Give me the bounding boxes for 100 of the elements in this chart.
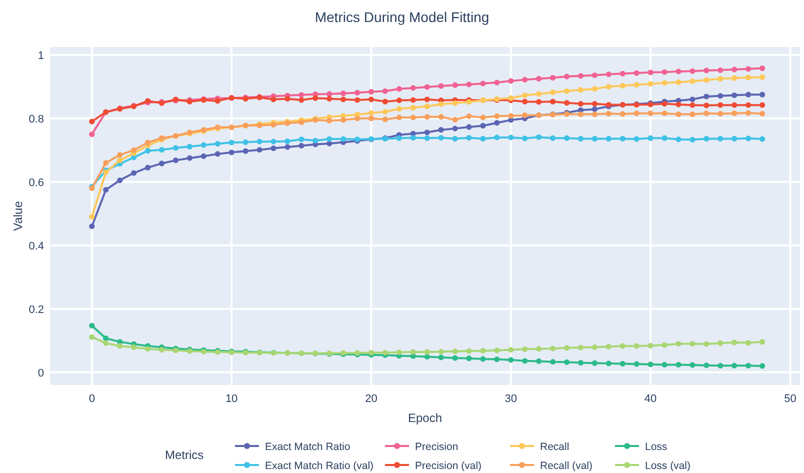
point [592,72,598,78]
point [578,136,584,142]
point [662,80,668,86]
point [298,92,304,98]
point [718,136,724,142]
point [89,334,95,340]
point [578,101,584,107]
point [172,158,178,164]
point [648,70,654,76]
point [648,81,654,87]
point [117,152,123,158]
point [676,340,682,347]
point [634,343,640,349]
point [522,346,528,352]
point [340,117,346,123]
point [578,73,584,79]
x-tick-label: 30 [504,393,518,405]
point [550,346,556,352]
point [396,135,402,141]
point [508,95,514,101]
point [270,122,276,128]
point [284,96,290,102]
point [676,136,682,142]
point [200,142,206,148]
point [494,80,500,86]
point [256,147,262,153]
point [452,136,458,142]
point [676,79,682,86]
point [424,130,430,136]
point [508,357,514,363]
point [620,82,626,89]
point [662,135,668,141]
point [186,155,192,161]
point [732,362,738,368]
point [732,110,738,116]
point [759,65,766,72]
point [564,135,570,141]
legend-label: Loss (val) [645,460,691,472]
point [396,114,402,120]
point [89,214,95,220]
point [228,140,234,146]
point [704,110,710,116]
point [718,340,724,346]
point [536,91,542,97]
point [690,96,696,102]
point [592,106,598,112]
point [131,170,137,176]
point [578,360,584,366]
point [438,348,444,354]
point [550,90,556,96]
point [103,336,109,342]
point [410,114,416,120]
point [298,136,304,142]
point [382,98,388,104]
point [759,74,766,80]
point [564,100,570,106]
point [564,74,570,80]
point [214,141,220,147]
point [746,340,752,346]
point [690,78,696,84]
point [466,124,472,130]
point [131,344,137,350]
point [494,113,500,119]
point [494,356,500,362]
point [606,84,612,90]
point [578,111,584,118]
point [284,138,290,144]
legend-title: Metrics [165,448,204,462]
point [228,150,234,156]
point [704,362,710,368]
point [354,116,360,122]
point [634,136,640,142]
point [480,114,486,120]
y-tick-label: 1 [38,50,44,62]
y-tick-label: 0.6 [28,176,44,189]
point [536,134,542,140]
y-tick-label: 0.4 [28,240,44,252]
y-tick-label: 0 [38,367,44,380]
point [634,70,640,76]
point [144,346,151,352]
point [592,86,598,92]
point [452,348,458,354]
legend-label: Precision (val) [415,460,482,472]
point [158,346,165,353]
point [634,110,640,116]
x-tick-label: 50 [784,393,796,405]
point [214,151,220,157]
legend-label: Recall [540,441,570,453]
point [522,358,528,364]
point [759,136,766,142]
chart-title: Metrics During Model Fitting [314,9,490,25]
point [438,83,444,89]
point [508,78,514,84]
point [564,88,570,94]
point [270,138,276,144]
point [662,342,668,348]
point [746,74,752,80]
point [690,362,696,368]
x-tick-label: 0 [88,393,95,405]
x-tick-label: 40 [644,393,657,405]
